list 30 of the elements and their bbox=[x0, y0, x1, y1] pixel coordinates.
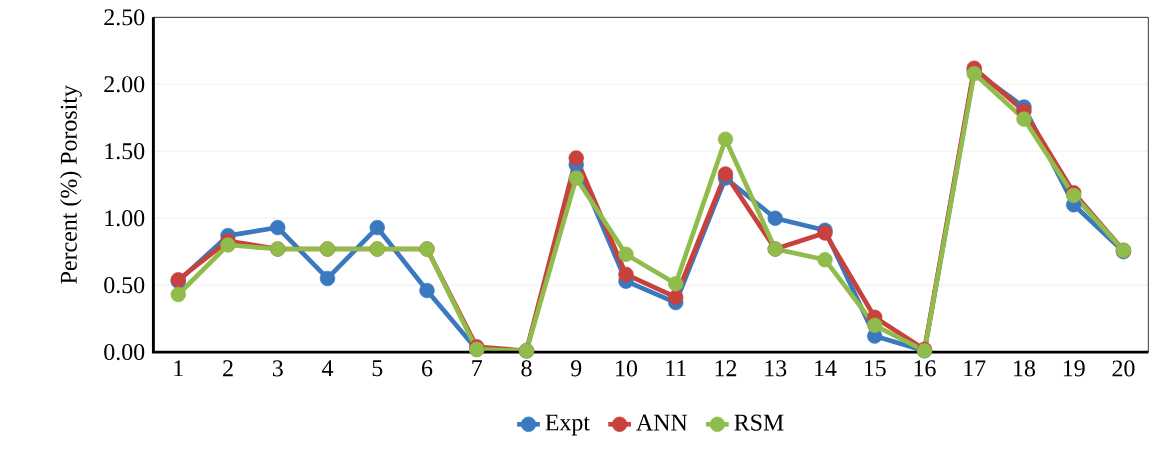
x-tick-label: 5 bbox=[372, 360, 383, 376]
y-tick-label: 2.50 bbox=[104, 9, 145, 26]
y-axis-title: Percent (%) Porosity bbox=[60, 84, 82, 284]
y-tick-label: 1.50 bbox=[105, 142, 145, 160]
y-tick-label: 0.50 bbox=[104, 276, 145, 294]
x-tick-label: 14 bbox=[815, 360, 837, 376]
x-tick-label: 16 bbox=[914, 360, 936, 377]
y-tick-label: 2.00 bbox=[104, 75, 145, 93]
y-tick-label: 1.00 bbox=[105, 209, 145, 227]
x-tick-label: 19 bbox=[1063, 360, 1085, 377]
x-tick-label: 4 bbox=[321, 360, 334, 376]
x-tick-label: 17 bbox=[964, 360, 986, 376]
x-tick-label: 18 bbox=[1014, 360, 1035, 377]
legend-label: Expt bbox=[545, 414, 590, 436]
x-tick-label: 1 bbox=[174, 360, 183, 376]
legend-label: RSM bbox=[734, 414, 784, 431]
x-tick-label: 8 bbox=[521, 360, 532, 377]
x-tick-label: 3 bbox=[272, 360, 283, 377]
x-tick-label: 13 bbox=[765, 360, 787, 377]
legend-label: ANN bbox=[636, 414, 688, 431]
x-tick-label: 7 bbox=[472, 360, 483, 376]
x-tick-label: 6 bbox=[422, 360, 433, 377]
x-tick-label: 9 bbox=[571, 360, 582, 377]
x-tick-label: 12 bbox=[715, 360, 737, 376]
x-tick-label: 20 bbox=[1112, 360, 1135, 377]
x-tick-label: 2 bbox=[223, 360, 233, 376]
y-tick-label: 0.00 bbox=[104, 343, 145, 360]
x-tick-label: 10 bbox=[616, 360, 638, 377]
x-tick-label: 11 bbox=[666, 360, 686, 376]
x-tick-label: 15 bbox=[864, 360, 886, 377]
